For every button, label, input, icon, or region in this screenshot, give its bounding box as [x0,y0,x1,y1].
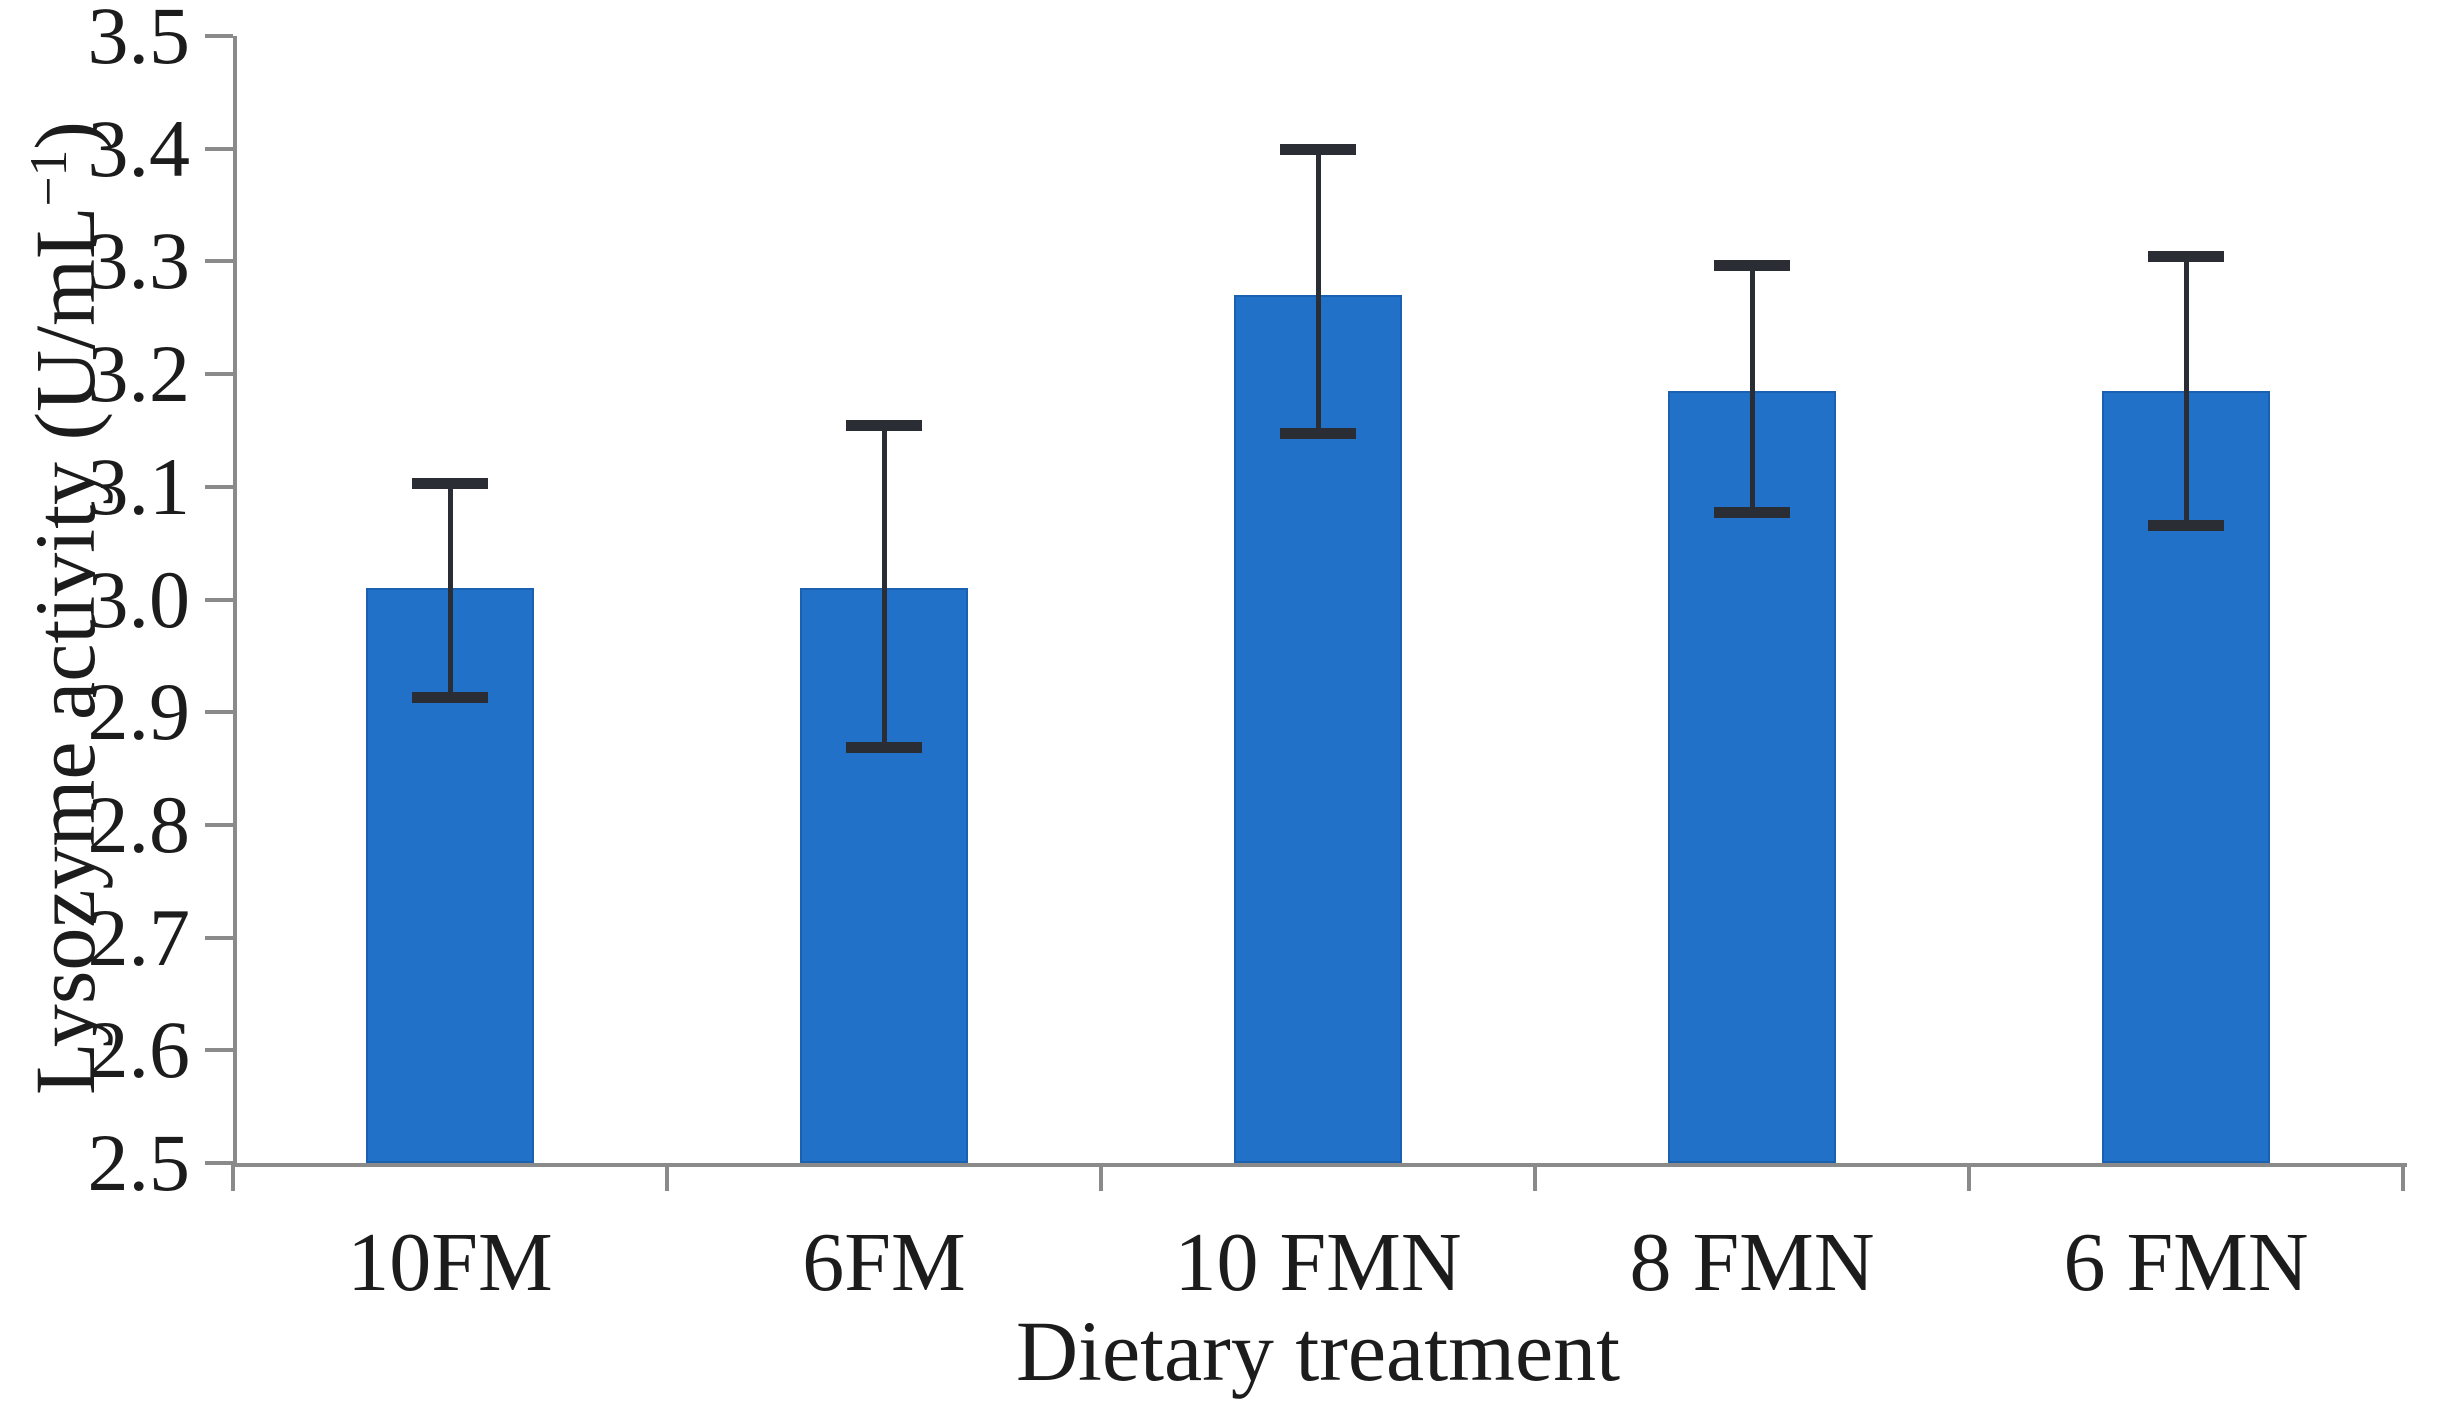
x-axis-tick [1967,1163,1971,1191]
y-axis-tick-label: 3.4 [87,102,191,194]
y-axis-tick [205,259,233,264]
x-category-label: 10 FMN [1174,1216,1462,1309]
y-axis-tick-label: 3.2 [87,328,191,420]
y-axis-tick [205,1048,233,1053]
x-category-label: 6FM [802,1216,966,1309]
error-bar-stem [447,483,453,698]
y-axis-tick [205,822,233,827]
y-axis-tick-label: 2.9 [87,666,191,758]
x-axis-tick [1099,1163,1103,1191]
error-bar-stem [1749,264,1755,513]
bar-10-fmn [1234,295,1402,1163]
y-axis-tick-label: 3.1 [87,440,191,532]
error-bar-top-cap [412,478,488,490]
error-bar-stem [881,424,887,749]
error-bar-top-cap [2148,250,2224,262]
y-axis-tick-label: 2.7 [87,891,191,983]
y-axis-tick [205,146,233,151]
error-bar-stem [1315,148,1321,434]
y-axis-tick [205,710,233,715]
y-axis-tick [205,935,233,940]
x-axis-tick [1533,1163,1537,1191]
y-axis-tick-label: 3.5 [87,0,191,81]
y-axis-tick-label: 2.8 [87,778,191,870]
y-axis-tick-label: 3.0 [87,553,191,645]
x-category-label: 6 FMN [2063,1216,2309,1309]
y-axis-tick [205,1161,233,1165]
plot-area [233,36,2407,1167]
y-axis-tick-label: 2.5 [87,1117,191,1208]
error-bar-top-cap [846,419,922,431]
x-axis-tick [231,1163,235,1191]
y-axis-tick [205,597,233,602]
error-bar-top-cap [1280,143,1356,155]
y-axis-tick [205,372,233,377]
error-bar-bottom-cap [412,691,488,703]
error-bar-bottom-cap [1714,506,1790,518]
y-axis-tick [205,484,233,489]
error-bar-bottom-cap [846,742,922,754]
bar-8-fmn [1668,391,1836,1163]
error-bar-stem [2183,255,2189,527]
error-bar-bottom-cap [2148,520,2224,532]
error-bar-bottom-cap [1280,427,1356,439]
y-axis-tick [205,34,233,38]
x-axis-tick [2401,1163,2405,1191]
x-axis-title: Dietary treatment [1015,1303,1621,1399]
y-axis-tick-label: 3.3 [87,215,191,307]
x-category-label: 8 FMN [1629,1216,1875,1309]
error-bar-top-cap [1714,259,1790,271]
y-axis-tick-label: 2.6 [87,1004,191,1096]
x-axis-tick [665,1163,669,1191]
x-category-label: 10FM [347,1216,553,1309]
